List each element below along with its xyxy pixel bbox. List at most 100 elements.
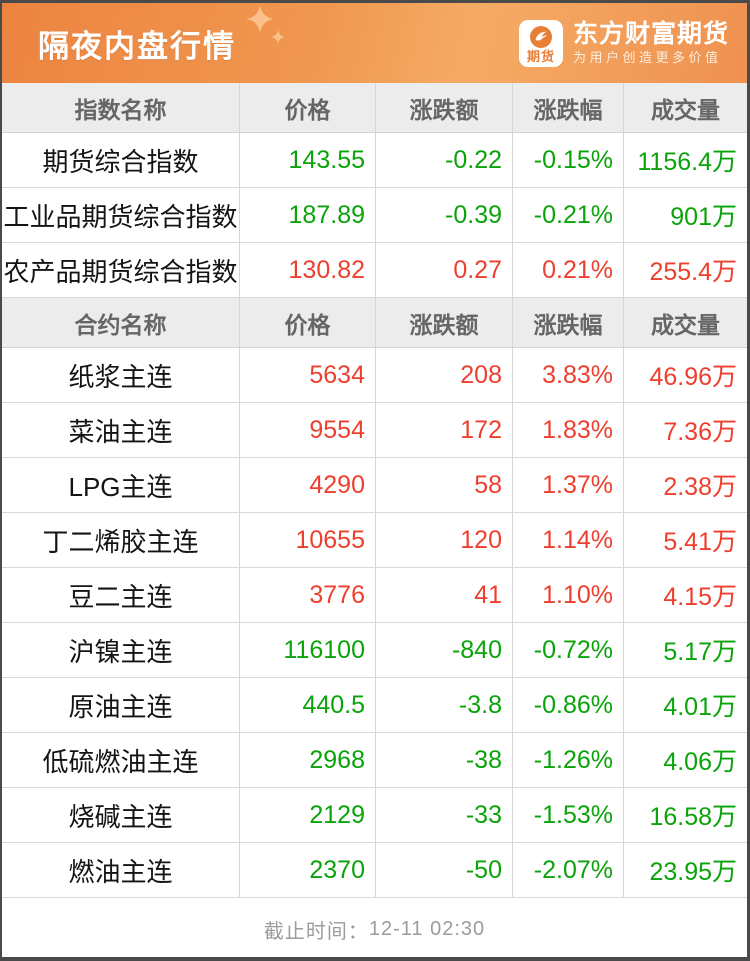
contract-name: 烧碱主连 [2,788,240,842]
price-value: 4290 [240,458,376,512]
brand-logo: 期货 东方财富期货 为用户创造更多价值 [518,3,729,83]
change-pct-value: 3.83% [513,348,624,402]
table-row[interactable]: 工业品期货综合指数 187.89 -0.39 -0.21% 901万 [2,188,747,243]
volume-value: 7.36万 [663,418,737,446]
table-row[interactable]: 豆二主连 3776 41 1.10% 4.15万 [2,568,747,623]
change-pct-value: -0.21% [513,188,624,242]
sparkle-icon [246,5,274,33]
volume-value: 2.38万 [663,473,737,501]
change-value: -50 [376,843,513,897]
volume-value: 901万 [670,203,737,231]
feather-icon [529,25,552,48]
contract-name: 原油主连 [2,678,240,732]
contract-name: 工业品期货综合指数 [2,188,240,242]
price-value: 187.89 [240,188,376,242]
volume-value: 23.95万 [649,858,737,886]
change-value: 41 [376,568,513,622]
price-value: 3776 [240,568,376,622]
change-pct-value: -0.15% [513,133,624,187]
price-value: 10655 [240,513,376,567]
change-value: 172 [376,403,513,457]
change-value: 0.27 [376,243,513,297]
price-value: 9554 [240,403,376,457]
change-value: 208 [376,348,513,402]
table-row[interactable]: 期货综合指数 143.55 -0.22 -0.15% 1156.4万 [2,133,747,188]
change-pct-value: -1.26% [513,733,624,787]
change-pct-value: -1.53% [513,788,624,842]
banner: 隔夜内盘行情 期货 东方财富期货 为用户创造更多价值 [2,3,747,83]
change-pct-value: 1.37% [513,458,624,512]
table-row[interactable]: 原油主连 440.5 -3.8 -0.86% 4.01万 [2,678,747,733]
column-header: 合约名称 [2,298,240,347]
table-row[interactable]: 农产品期货综合指数 130.82 0.27 0.21% 255.4万 [2,243,747,298]
change-value: -38 [376,733,513,787]
footer: 截止时间： 12-11 02:30 [2,901,747,957]
change-pct-value: 1.83% [513,403,624,457]
quotes-table: 指数名称 价格 涨跌额 涨跌幅 成交量 期货综合指数 143.55 -0.22 -0.15% 11… [2,83,747,901]
contract-name: 低硫燃油主连 [2,733,240,787]
table-row[interactable]: LPG主连 4290 58 1.37% 2.38万 [2,458,747,513]
volume-value: 255.4万 [649,258,737,286]
volume-value: 4.06万 [663,748,737,776]
cutoff-time-label: 截止时间： [263,920,369,943]
change-value: -0.22 [376,133,513,187]
column-header: 涨跌额 [376,83,513,132]
price-value: 2370 [240,843,376,897]
change-value: 58 [376,458,513,512]
change-pct-value: 1.10% [513,568,624,622]
change-pct-value: -2.07% [513,843,624,897]
price-value: 440.5 [240,678,376,732]
change-value: -33 [376,788,513,842]
contract-name: 丁二烯胶主连 [2,513,240,567]
volume-value: 46.96万 [649,363,737,391]
table-row[interactable]: 纸浆主连 5634 208 3.83% 46.96万 [2,348,747,403]
column-header: 指数名称 [2,83,240,132]
change-value: -3.8 [376,678,513,732]
sparkle-icon [271,30,285,44]
contract-name: LPG主连 [2,458,240,512]
price-value: 143.55 [240,133,376,187]
price-value: 2968 [240,733,376,787]
brand-badge: 期货 [518,19,563,67]
change-pct-value: 0.21% [513,243,624,297]
change-value: -0.39 [376,188,513,242]
brand-tagline: 为用户创造更多价值 [572,50,722,65]
price-value: 2129 [240,788,376,842]
table-row[interactable]: 燃油主连 2370 -50 -2.07% 23.95万 [2,843,747,898]
table-row[interactable]: 沪镍主连 116100 -840 -0.72% 5.17万 [2,623,747,678]
column-header: 价格 [240,83,376,132]
column-header: 涨跌幅 [513,83,624,132]
column-header: 成交量 [651,311,720,338]
table-row[interactable]: 菜油主连 9554 172 1.83% 7.36万 [2,403,747,458]
brand-badge-label: 期货 [526,48,555,64]
volume-value: 16.58万 [649,803,737,831]
contract-name: 农产品期货综合指数 [2,243,240,297]
volume-value: 4.01万 [663,693,737,721]
table-row[interactable]: 丁二烯胶主连 10655 120 1.14% 5.41万 [2,513,747,568]
cutoff-time-value: 12-11 02:30 [368,917,486,940]
price-value: 5634 [240,348,376,402]
contract-name: 豆二主连 [2,568,240,622]
page-title: 隔夜内盘行情 [38,28,236,64]
column-header: 涨跌幅 [513,298,624,347]
volume-value: 5.41万 [663,528,737,556]
change-value: 120 [376,513,513,567]
contract-name: 菜油主连 [2,403,240,457]
volume-value: 1156.4万 [637,148,737,176]
contract-name: 燃油主连 [2,843,240,897]
price-value: 116100 [240,623,376,677]
table-row[interactable]: 低硫燃油主连 2968 -38 -1.26% 4.06万 [2,733,747,788]
brand-name: 东方财富期货 [572,20,729,48]
table-header-row: 合约名称 价格 涨跌额 涨跌幅 成交量 [2,298,747,348]
volume-value: 5.17万 [663,638,737,666]
change-pct-value: -0.72% [513,623,624,677]
contract-name: 纸浆主连 [2,348,240,402]
table-header-row: 指数名称 价格 涨跌额 涨跌幅 成交量 [2,83,747,133]
price-value: 130.82 [240,243,376,297]
change-value: -840 [376,623,513,677]
contract-name: 沪镍主连 [2,623,240,677]
table-row[interactable]: 烧碱主连 2129 -33 -1.53% 16.58万 [2,788,747,843]
change-pct-value: -0.86% [513,678,624,732]
contract-name: 期货综合指数 [2,133,240,187]
